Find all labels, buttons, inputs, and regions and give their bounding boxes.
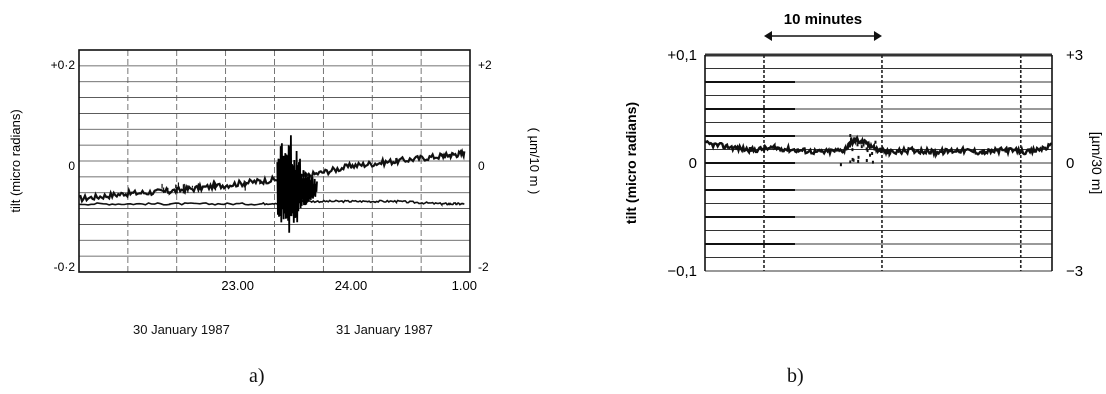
- event-dot: [862, 140, 865, 144]
- y-tick-label-left: 0: [689, 155, 697, 172]
- event-dot: [857, 155, 860, 159]
- y-tick-label-right: −3: [1066, 263, 1083, 280]
- event-dot: [849, 134, 852, 138]
- seismic-event-trace: [276, 135, 318, 233]
- y-tick-label-right: -2: [478, 260, 489, 274]
- y-tick-label-right: +3: [1066, 47, 1083, 64]
- event-dot: [849, 160, 852, 164]
- y-tick-label-left: 0: [68, 159, 75, 173]
- series-line-1: [704, 134, 1053, 160]
- y-axis-label-left: tilt (micro radians): [8, 109, 23, 212]
- plot-frame: [78, 49, 471, 273]
- chart-a: +0·2 +2 0 0 -0·2 -2 23.00 24.00 1.00 tilt (micro …: [8, 49, 542, 293]
- date-label-1: 30 January 1987: [133, 322, 230, 337]
- y-tick-label-left: +0·2: [51, 58, 76, 72]
- y-tick-label-right: 0: [1066, 155, 1074, 172]
- chart-panel-b: +0,1 +3 0 0 −0,1 −3 tilt (micro radians) [µm/30…: [560, 0, 1106, 394]
- event-dot: [857, 159, 860, 163]
- event-dot: [856, 143, 859, 147]
- y-tick-label-right: +2: [478, 58, 492, 72]
- y-tick-label-right: 0: [478, 159, 485, 173]
- event-dot: [851, 157, 854, 161]
- event-dot: [869, 153, 872, 157]
- scale-bar-arrow-left: [763, 31, 772, 41]
- panel-label-b: b): [787, 365, 804, 387]
- y-axis-label-right: ( µm/10 m ): [527, 128, 542, 195]
- x-tick-label: 23.00: [221, 278, 254, 293]
- y-tick-label-left: −0,1: [667, 263, 697, 280]
- event-dot: [860, 145, 863, 149]
- date-label-2: 31 January 1987: [336, 322, 433, 337]
- chart-panel-a: +0·2 +2 0 0 -0·2 -2 23.00 24.00 1.00 tilt (micro …: [8, 49, 542, 387]
- panel-label-a: a): [249, 365, 265, 387]
- event-dot: [865, 158, 868, 162]
- y-tick-label-left: +0,1: [667, 47, 697, 64]
- scale-bar-arrow-right: [873, 31, 882, 41]
- y-axis-label-right: [µm/30 m]: [1089, 132, 1105, 195]
- event-dot: [839, 163, 842, 167]
- event-dot: [850, 137, 853, 141]
- scale-bar-title: 10 minutes: [784, 11, 862, 28]
- event-dot: [871, 152, 874, 156]
- series-line-2: [78, 199, 465, 207]
- event-dot: [871, 160, 874, 164]
- event-dot: [851, 148, 854, 152]
- chart-b: +0,1 +3 0 0 −0,1 −3 tilt (micro radians) [µm/30…: [623, 11, 1105, 280]
- y-axis-label-left: tilt (micro radians): [623, 102, 639, 224]
- event-dot: [866, 149, 869, 153]
- y-tick-label-left: -0·2: [54, 260, 76, 274]
- event-dot: [865, 147, 868, 151]
- event-dot: [852, 140, 855, 144]
- x-tick-label: 1.00: [452, 278, 477, 293]
- series-line-1: [78, 147, 466, 204]
- x-tick-label: 24.00: [335, 278, 368, 293]
- event-dot: [874, 140, 877, 144]
- event-dot: [853, 137, 856, 141]
